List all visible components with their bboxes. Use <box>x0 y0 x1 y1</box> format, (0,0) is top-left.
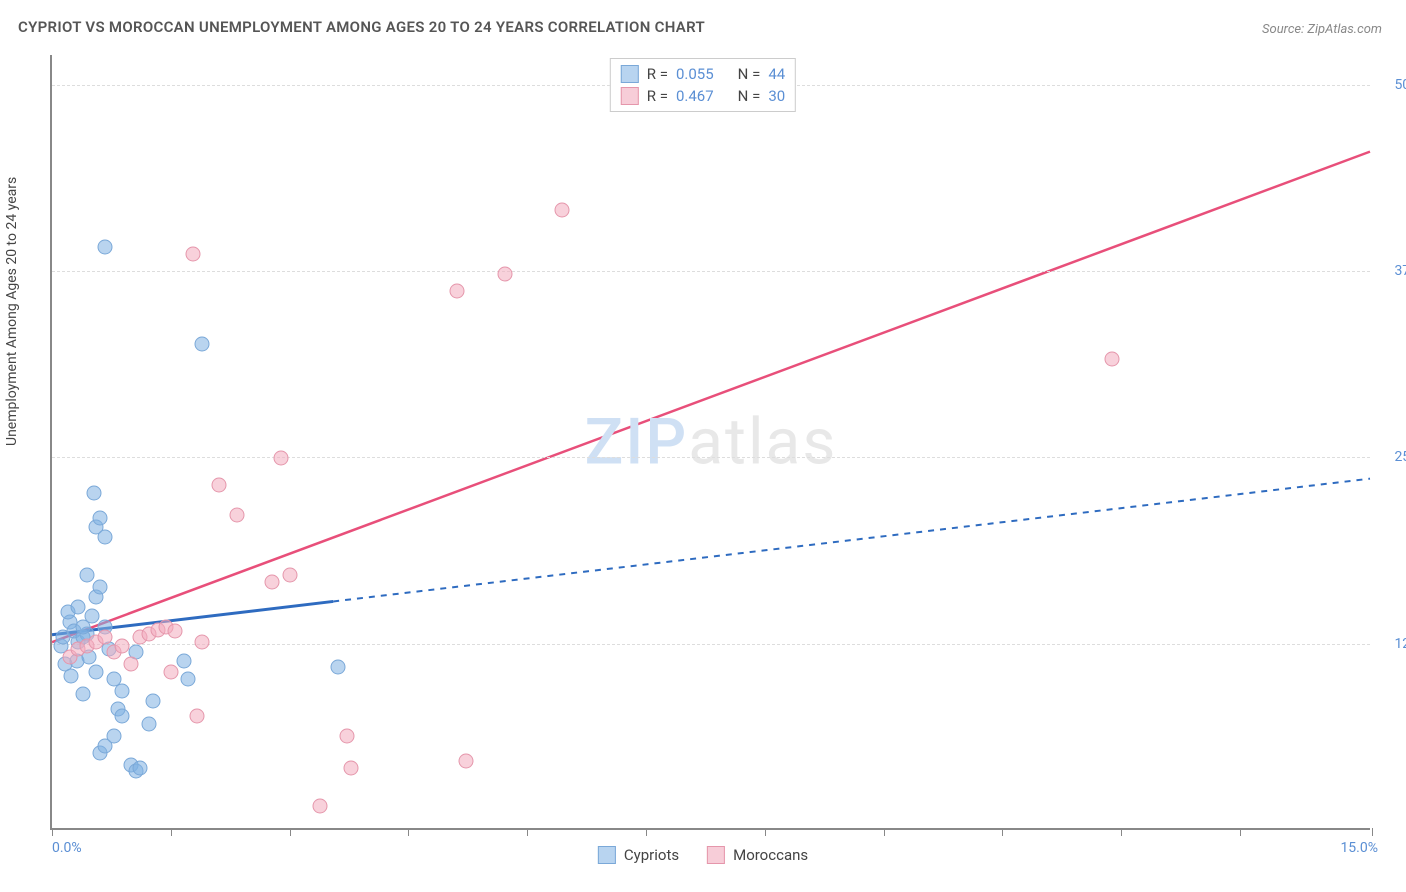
legend-item-moroccans: Moroccans <box>707 846 808 864</box>
scatter-point-moroccans <box>190 709 205 724</box>
scatter-point-cypriots <box>75 686 90 701</box>
scatter-point-cypriots <box>93 579 108 594</box>
scatter-point-cypriots <box>97 530 112 545</box>
scatter-point-moroccans <box>124 657 139 672</box>
x-tick <box>52 828 53 836</box>
y-tick-label: 12.5% <box>1378 636 1406 652</box>
watermark-rest: atlas <box>688 404 837 479</box>
x-tick <box>290 828 291 836</box>
y-axis-label: Unemployment Among Ages 20 to 24 years <box>4 177 20 446</box>
x-tick <box>646 828 647 836</box>
scatter-point-cypriots <box>93 511 108 526</box>
r-value-moroccans: 0.467 <box>676 87 714 105</box>
scatter-point-cypriots <box>56 630 71 645</box>
x-tick <box>1372 828 1373 836</box>
scatter-point-moroccans <box>97 630 112 645</box>
scatter-point-cypriots <box>64 668 79 683</box>
trend-line-moroccans <box>52 152 1370 643</box>
legend-series: Cypriots Moroccans <box>598 846 808 864</box>
swatch-cypriots-icon <box>621 65 639 83</box>
gridline <box>52 457 1370 458</box>
scatter-point-cypriots <box>87 485 102 500</box>
legend-label-cypriots: Cypriots <box>624 846 679 864</box>
scatter-point-cypriots <box>80 567 95 582</box>
scatter-point-moroccans <box>344 761 359 776</box>
scatter-point-moroccans <box>449 284 464 299</box>
scatter-point-moroccans <box>313 798 328 813</box>
scatter-point-cypriots <box>194 336 209 351</box>
scatter-point-cypriots <box>177 654 192 669</box>
x-tick <box>527 828 528 836</box>
scatter-point-moroccans <box>168 624 183 639</box>
scatter-point-cypriots <box>146 694 161 709</box>
legend-row-cypriots: R = 0.055 N = 44 <box>621 63 785 85</box>
r-value-cypriots: 0.055 <box>676 65 714 83</box>
x-tick <box>1002 828 1003 836</box>
x-tick <box>765 828 766 836</box>
n-label: N = <box>738 87 761 105</box>
y-tick-label: 50.0% <box>1378 77 1406 93</box>
n-value-moroccans: 30 <box>768 87 785 105</box>
r-label: R = <box>647 87 668 105</box>
x-tick <box>1240 828 1241 836</box>
n-value-cypriots: 44 <box>768 65 785 83</box>
scatter-point-cypriots <box>331 660 346 675</box>
trend-lines-layer <box>52 55 1370 828</box>
gridline <box>52 644 1370 645</box>
scatter-point-cypriots <box>115 709 130 724</box>
chart-title: CYPRIOT VS MOROCCAN UNEMPLOYMENT AMONG A… <box>18 18 705 36</box>
scatter-point-moroccans <box>273 451 288 466</box>
scatter-point-cypriots <box>97 239 112 254</box>
scatter-point-moroccans <box>1105 351 1120 366</box>
watermark-zip: ZIP <box>585 404 689 479</box>
scatter-point-moroccans <box>185 247 200 262</box>
scatter-point-cypriots <box>133 761 148 776</box>
trend-line-cypriots-dashed <box>333 479 1370 602</box>
scatter-point-cypriots <box>106 728 121 743</box>
scatter-point-moroccans <box>115 639 130 654</box>
x-tick <box>1121 828 1122 836</box>
n-label: N = <box>738 65 761 83</box>
x-tick <box>884 828 885 836</box>
scatter-point-moroccans <box>229 508 244 523</box>
x-tick <box>408 828 409 836</box>
scatter-point-moroccans <box>163 664 178 679</box>
scatter-point-moroccans <box>194 634 209 649</box>
legend-correlation-box: R = 0.055 N = 44 R = 0.467 N = 30 <box>610 58 796 112</box>
scatter-point-moroccans <box>282 567 297 582</box>
scatter-point-cypriots <box>141 716 156 731</box>
scatter-point-cypriots <box>115 683 130 698</box>
scatter-point-cypriots <box>181 671 196 686</box>
scatter-point-cypriots <box>89 664 104 679</box>
plot-area: ZIPatlas 12.5%25.0%37.5%50.0%0.0%15.0% <box>50 55 1370 830</box>
swatch-cypriots-icon <box>598 846 616 864</box>
scatter-point-moroccans <box>339 728 354 743</box>
x-max-label: 15.0% <box>1340 840 1378 856</box>
swatch-moroccans-icon <box>621 87 639 105</box>
scatter-point-moroccans <box>458 753 473 768</box>
scatter-point-cypriots <box>75 619 90 634</box>
legend-label-moroccans: Moroccans <box>733 846 808 864</box>
scatter-point-moroccans <box>498 266 513 281</box>
source-attribution: Source: ZipAtlas.com <box>1262 22 1382 37</box>
watermark: ZIPatlas <box>585 404 838 479</box>
swatch-moroccans-icon <box>707 846 725 864</box>
legend-row-moroccans: R = 0.467 N = 30 <box>621 85 785 107</box>
scatter-point-moroccans <box>265 575 280 590</box>
scatter-point-cypriots <box>71 600 86 615</box>
chart-container: CYPRIOT VS MOROCCAN UNEMPLOYMENT AMONG A… <box>0 0 1406 892</box>
scatter-point-moroccans <box>212 478 227 493</box>
x-tick <box>171 828 172 836</box>
gridline <box>52 271 1370 272</box>
x-min-label: 0.0% <box>52 840 82 856</box>
scatter-point-moroccans <box>555 202 570 217</box>
legend-item-cypriots: Cypriots <box>598 846 679 864</box>
y-tick-label: 37.5% <box>1378 263 1406 279</box>
r-label: R = <box>647 65 668 83</box>
y-tick-label: 25.0% <box>1378 449 1406 465</box>
